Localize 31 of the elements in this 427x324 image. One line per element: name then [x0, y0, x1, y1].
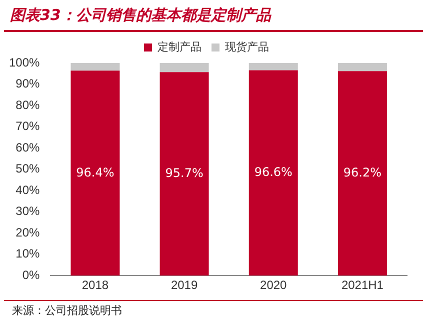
- data-label: 96.4%: [76, 165, 114, 180]
- legend-label: 现货产品: [225, 40, 269, 54]
- source-note: 来源：公司招股说明书: [4, 300, 423, 318]
- y-tick-label: 90%: [16, 76, 40, 91]
- y-tick-label: 30%: [16, 204, 40, 218]
- y-tick-label: 100%: [8, 55, 40, 70]
- y-tick-label: 40%: [16, 182, 40, 197]
- data-label: 96.6%: [254, 165, 292, 180]
- y-tick-label: 80%: [16, 98, 40, 112]
- x-tick-label: 2018: [82, 278, 109, 292]
- y-tick-label: 20%: [16, 225, 40, 240]
- bar: [338, 63, 387, 72]
- chart-title: 图表33：公司销售的基本都是定制产品: [4, 0, 423, 32]
- bar: [160, 72, 209, 276]
- y-tick-label: 10%: [16, 246, 40, 261]
- y-tick-label: 70%: [16, 119, 40, 134]
- bar: [70, 70, 120, 276]
- bar: [70, 63, 120, 71]
- x-tick-label: 2019: [170, 278, 198, 292]
- y-tick-label: 0%: [22, 268, 40, 282]
- x-tick-label: 2020: [260, 278, 288, 292]
- x-tick-label: 2021H1: [341, 278, 384, 292]
- bar: [338, 71, 387, 276]
- bar: [160, 63, 209, 72]
- bar: [248, 63, 298, 70]
- legend-label: 定制产品: [158, 40, 202, 54]
- data-label: 96.2%: [343, 165, 382, 180]
- data-label: 95.7%: [165, 166, 204, 180]
- y-tick-label: 50%: [16, 162, 40, 176]
- y-tick-label: 60%: [16, 140, 40, 154]
- bar: [248, 70, 298, 276]
